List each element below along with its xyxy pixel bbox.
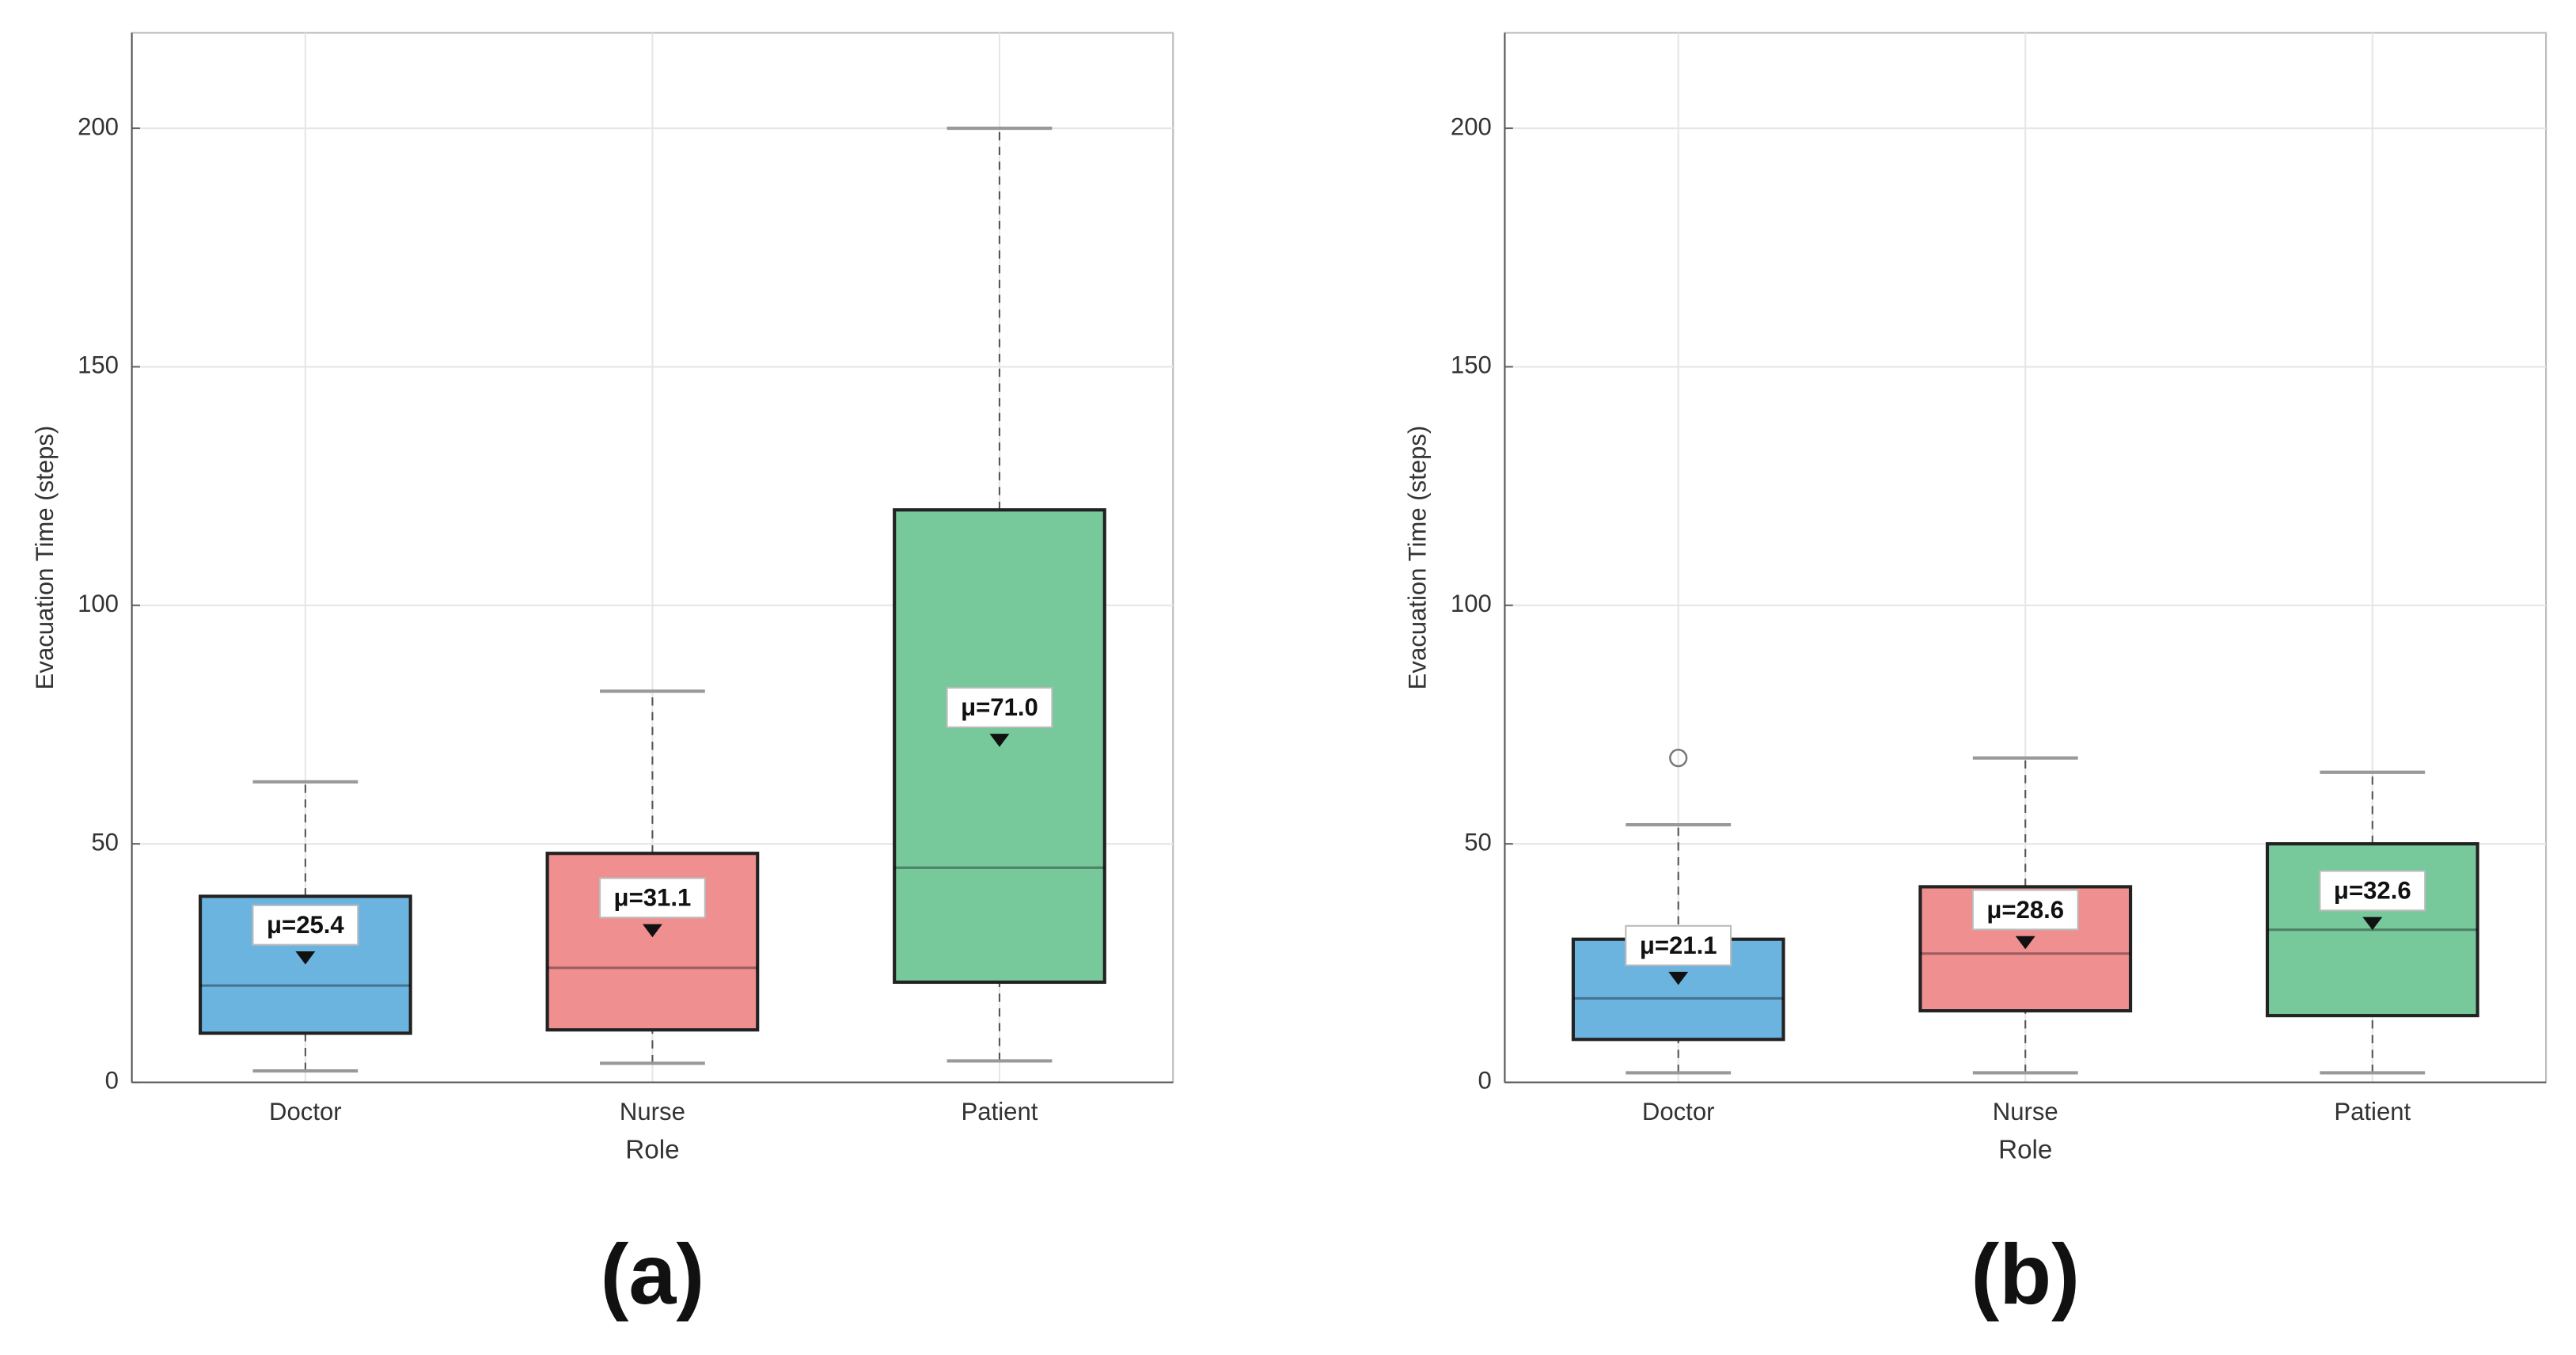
mean-label-box	[946, 686, 1053, 728]
mean-label: μ=31.1	[614, 884, 692, 912]
mean-label: μ=32.6	[2334, 877, 2411, 905]
mean-label: μ=21.1	[1640, 932, 1717, 959]
x-tick-label: Nurse	[1993, 1098, 2058, 1125]
y-tick-label: 150	[1451, 351, 1492, 379]
x-tick-label: Nurse	[620, 1098, 685, 1125]
mean-marker	[2015, 936, 2035, 950]
y-tick-label: 150	[78, 351, 119, 379]
mean-label: μ=28.6	[1986, 896, 2064, 924]
x-tick-label: Doctor	[1642, 1098, 1715, 1125]
mean-marker	[642, 924, 662, 938]
y-axis-label: Evacuation Time (steps)	[31, 426, 59, 690]
y-tick-label: 0	[105, 1067, 119, 1095]
y-axis-label: Evacuation Time (steps)	[1404, 426, 1432, 690]
mean-marker	[295, 951, 316, 965]
mean-marker	[2362, 917, 2383, 931]
y-tick-label: 200	[78, 112, 119, 140]
x-tick-label: Patient	[962, 1098, 1038, 1125]
y-tick-label: 50	[1464, 828, 1492, 856]
panel-label: (a)	[600, 1226, 704, 1322]
mean-label-box	[252, 904, 359, 946]
mean-label: μ=25.4	[267, 911, 344, 939]
y-tick-label: 200	[1451, 112, 1492, 140]
mean-label-box	[598, 877, 706, 919]
x-tick-label: Doctor	[269, 1098, 342, 1125]
mean-marker	[989, 734, 1010, 747]
y-tick-label: 0	[1478, 1067, 1492, 1095]
mean-label: μ=71.0	[961, 693, 1038, 721]
x-tick-label: Patient	[2334, 1098, 2411, 1125]
mean-marker	[1668, 971, 1689, 985]
x-axis-label: Role	[1998, 1135, 2052, 1164]
mean-label-box	[2319, 870, 2426, 912]
panel-label: (b)	[1971, 1226, 2080, 1322]
y-tick-label: 100	[78, 590, 119, 617]
x-axis-label: Role	[625, 1135, 679, 1164]
mean-label-box	[1625, 924, 1732, 966]
outlier	[1669, 749, 1688, 768]
mean-label-box	[1971, 889, 2079, 931]
y-tick-label: 100	[1451, 590, 1492, 617]
y-tick-label: 50	[91, 828, 119, 856]
